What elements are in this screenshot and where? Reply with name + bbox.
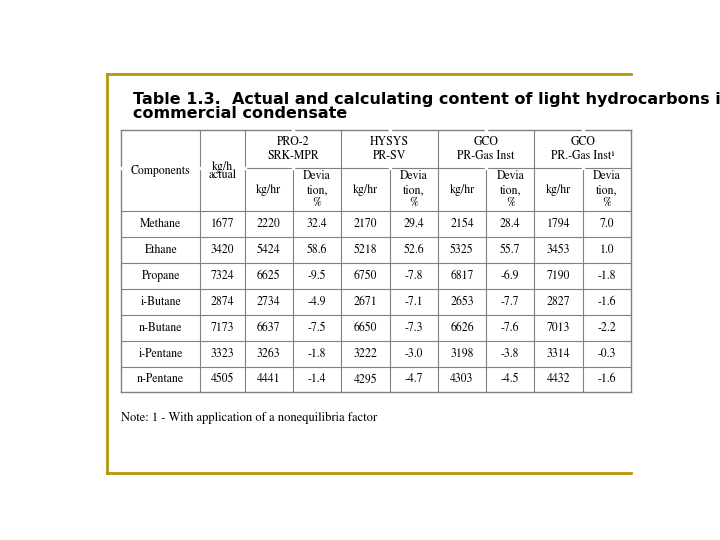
Text: -0.3: -0.3 bbox=[598, 348, 616, 360]
Text: 2734: 2734 bbox=[257, 296, 281, 308]
Text: 6817: 6817 bbox=[450, 271, 474, 282]
Text: 4441: 4441 bbox=[257, 374, 281, 386]
Text: -1.6: -1.6 bbox=[598, 296, 616, 308]
Text: -7.7: -7.7 bbox=[501, 296, 520, 308]
Text: 32.4: 32.4 bbox=[307, 219, 328, 230]
Text: GCO
PR.-Gas Inst¹: GCO PR.-Gas Inst¹ bbox=[551, 137, 615, 162]
Text: -1.4: -1.4 bbox=[308, 374, 326, 386]
Text: commercial condensate: commercial condensate bbox=[132, 106, 347, 120]
Text: 7324: 7324 bbox=[211, 271, 235, 282]
Text: -3.0: -3.0 bbox=[405, 348, 423, 360]
Text: -7.8: -7.8 bbox=[405, 271, 423, 282]
Text: 6626: 6626 bbox=[450, 322, 474, 334]
Text: 3314: 3314 bbox=[546, 348, 570, 360]
Text: 5325: 5325 bbox=[450, 245, 474, 256]
Text: 4432: 4432 bbox=[546, 374, 570, 386]
Text: -4.7: -4.7 bbox=[405, 374, 423, 386]
Text: 3198: 3198 bbox=[450, 348, 474, 360]
Text: 4295: 4295 bbox=[354, 374, 377, 386]
Text: Note: 1 - With application of a nonequilibria factor: Note: 1 - With application of a nonequil… bbox=[121, 411, 377, 423]
Text: 5424: 5424 bbox=[257, 245, 281, 256]
Text: kg/hr: kg/hr bbox=[353, 184, 378, 196]
Text: Components: Components bbox=[131, 165, 191, 177]
Text: -7.6: -7.6 bbox=[501, 322, 520, 334]
Text: Devia
tion,
%: Devia tion, % bbox=[593, 171, 621, 209]
Text: Methane: Methane bbox=[140, 219, 181, 230]
Text: -3.8: -3.8 bbox=[501, 348, 519, 360]
Text: n-Butane: n-Butane bbox=[139, 322, 182, 334]
Text: 58.6: 58.6 bbox=[307, 245, 328, 256]
Text: 7190: 7190 bbox=[546, 271, 570, 282]
Text: Ethane: Ethane bbox=[145, 245, 177, 256]
Text: PRO-2
SRK-MPR: PRO-2 SRK-MPR bbox=[267, 137, 319, 162]
Text: 55.7: 55.7 bbox=[500, 245, 521, 256]
Text: Devia
tion,
%: Devia tion, % bbox=[496, 171, 524, 209]
Text: i-Pentane: i-Pentane bbox=[139, 348, 183, 360]
Text: Devia
tion,
%: Devia tion, % bbox=[400, 171, 428, 209]
Text: -6.9: -6.9 bbox=[501, 271, 520, 282]
Text: 29.4: 29.4 bbox=[403, 219, 424, 230]
Text: 6625: 6625 bbox=[257, 271, 281, 282]
Text: 28.4: 28.4 bbox=[500, 219, 521, 230]
Text: kg/hr: kg/hr bbox=[256, 184, 282, 196]
Text: -7.5: -7.5 bbox=[308, 322, 326, 334]
Text: n-Pentane: n-Pentane bbox=[138, 374, 184, 386]
Text: 3323: 3323 bbox=[211, 348, 235, 360]
Text: 2653: 2653 bbox=[450, 296, 474, 308]
Text: 1677: 1677 bbox=[211, 219, 234, 230]
Text: -1.8: -1.8 bbox=[598, 271, 616, 282]
Text: -4.5: -4.5 bbox=[501, 374, 520, 386]
Text: -1.8: -1.8 bbox=[308, 348, 326, 360]
Text: 2170: 2170 bbox=[354, 219, 377, 230]
Text: HYSYS
PR-SV: HYSYS PR-SV bbox=[370, 137, 409, 162]
Text: 5218: 5218 bbox=[354, 245, 377, 256]
Text: 3263: 3263 bbox=[257, 348, 281, 360]
Text: -2.2: -2.2 bbox=[598, 322, 616, 334]
Text: 7173: 7173 bbox=[211, 322, 234, 334]
Text: -7.3: -7.3 bbox=[405, 322, 423, 334]
Text: GCO
PR-Gas Inst: GCO PR-Gas Inst bbox=[457, 137, 515, 162]
Text: 2827: 2827 bbox=[546, 296, 570, 308]
Text: 3222: 3222 bbox=[354, 348, 377, 360]
Text: kg/hr: kg/hr bbox=[546, 184, 571, 196]
Text: 4303: 4303 bbox=[450, 374, 474, 386]
Text: Devia
tion,
%: Devia tion, % bbox=[303, 171, 331, 209]
Text: kg/h: kg/h bbox=[212, 161, 233, 173]
Text: 3453: 3453 bbox=[546, 245, 570, 256]
Text: 7.0: 7.0 bbox=[600, 219, 614, 230]
Text: -9.5: -9.5 bbox=[308, 271, 326, 282]
Text: 7013: 7013 bbox=[546, 322, 570, 334]
Text: 3420: 3420 bbox=[211, 245, 234, 256]
Text: 6750: 6750 bbox=[354, 271, 377, 282]
Text: 4505: 4505 bbox=[211, 374, 234, 386]
Text: 2874: 2874 bbox=[211, 296, 234, 308]
Text: 52.6: 52.6 bbox=[403, 245, 424, 256]
Text: 6650: 6650 bbox=[354, 322, 377, 334]
Text: 6637: 6637 bbox=[257, 322, 281, 334]
Text: 2671: 2671 bbox=[354, 296, 377, 308]
Text: Table 1.3.  Actual and calculating content of light hydrocarbons in: Table 1.3. Actual and calculating conten… bbox=[132, 92, 720, 107]
Text: 1794: 1794 bbox=[546, 219, 570, 230]
Text: 2220: 2220 bbox=[257, 219, 281, 230]
Text: actual: actual bbox=[209, 169, 237, 180]
Text: Propane: Propane bbox=[142, 270, 180, 282]
Text: kg/hr: kg/hr bbox=[449, 184, 474, 196]
Text: -7.1: -7.1 bbox=[405, 296, 423, 308]
Text: -4.9: -4.9 bbox=[308, 296, 326, 308]
Text: i-Butane: i-Butane bbox=[140, 296, 181, 308]
Text: -1.6: -1.6 bbox=[598, 374, 616, 386]
Text: 2154: 2154 bbox=[450, 219, 474, 230]
Text: 1.0: 1.0 bbox=[600, 245, 614, 256]
